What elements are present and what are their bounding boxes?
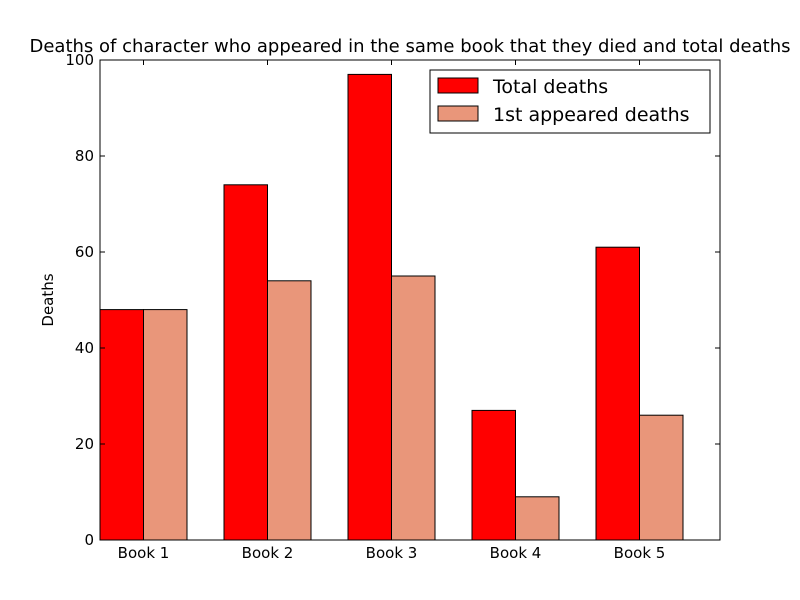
bar-1st-appeared-deaths-book-5: [639, 414, 684, 541]
x-axis-ticks: Book 1 Book 2 Book 3 Book 4 Book 5: [118, 60, 666, 562]
y-tick-label: 60: [75, 243, 94, 261]
y-tick-label: 20: [75, 435, 94, 453]
bar-total-deaths-book-2: [223, 184, 268, 541]
bar-total-deaths-book-4: [471, 409, 516, 541]
x-tick-label-book-4: Book 4: [490, 544, 542, 562]
bar-total-deaths-book-3: [347, 73, 392, 541]
bar-total-deaths-book-5: [595, 246, 640, 541]
y-tick-label: 0: [84, 531, 94, 549]
legend-label-total-deaths: Total deaths: [492, 76, 608, 98]
bar-1st-appeared-deaths-book-2: [267, 280, 312, 541]
legend-swatch-total-deaths: [437, 77, 479, 94]
legend-label-first-appeared-deaths: 1st appeared deaths: [493, 104, 690, 126]
y-tick-label: 100: [65, 51, 94, 69]
bars-group: [99, 73, 684, 541]
bar-1st-appeared-deaths-book-1: [143, 309, 188, 541]
y-tick-label: 80: [75, 147, 94, 165]
y-tick-label: 40: [75, 339, 94, 357]
legend-swatch-first-appeared-deaths: [437, 105, 479, 122]
x-tick-label-book-1: Book 1: [118, 544, 170, 562]
x-tick-label-book-5: Book 5: [614, 544, 666, 562]
bar-total-deaths-book-1: [99, 309, 144, 541]
legend: Total deaths 1st appeared deaths: [429, 69, 711, 134]
bar-1st-appeared-deaths-book-3: [391, 275, 436, 541]
x-tick-label-book-2: Book 2: [242, 544, 294, 562]
y-axis-ticks: 0 20 40 60 80 100: [65, 51, 720, 549]
y-axis-label: Deaths: [39, 273, 57, 326]
x-tick-label-book-3: Book 3: [366, 544, 418, 562]
bar-1st-appeared-deaths-book-4: [515, 496, 560, 541]
chart-title: Deaths of character who appeared in the …: [29, 36, 790, 57]
